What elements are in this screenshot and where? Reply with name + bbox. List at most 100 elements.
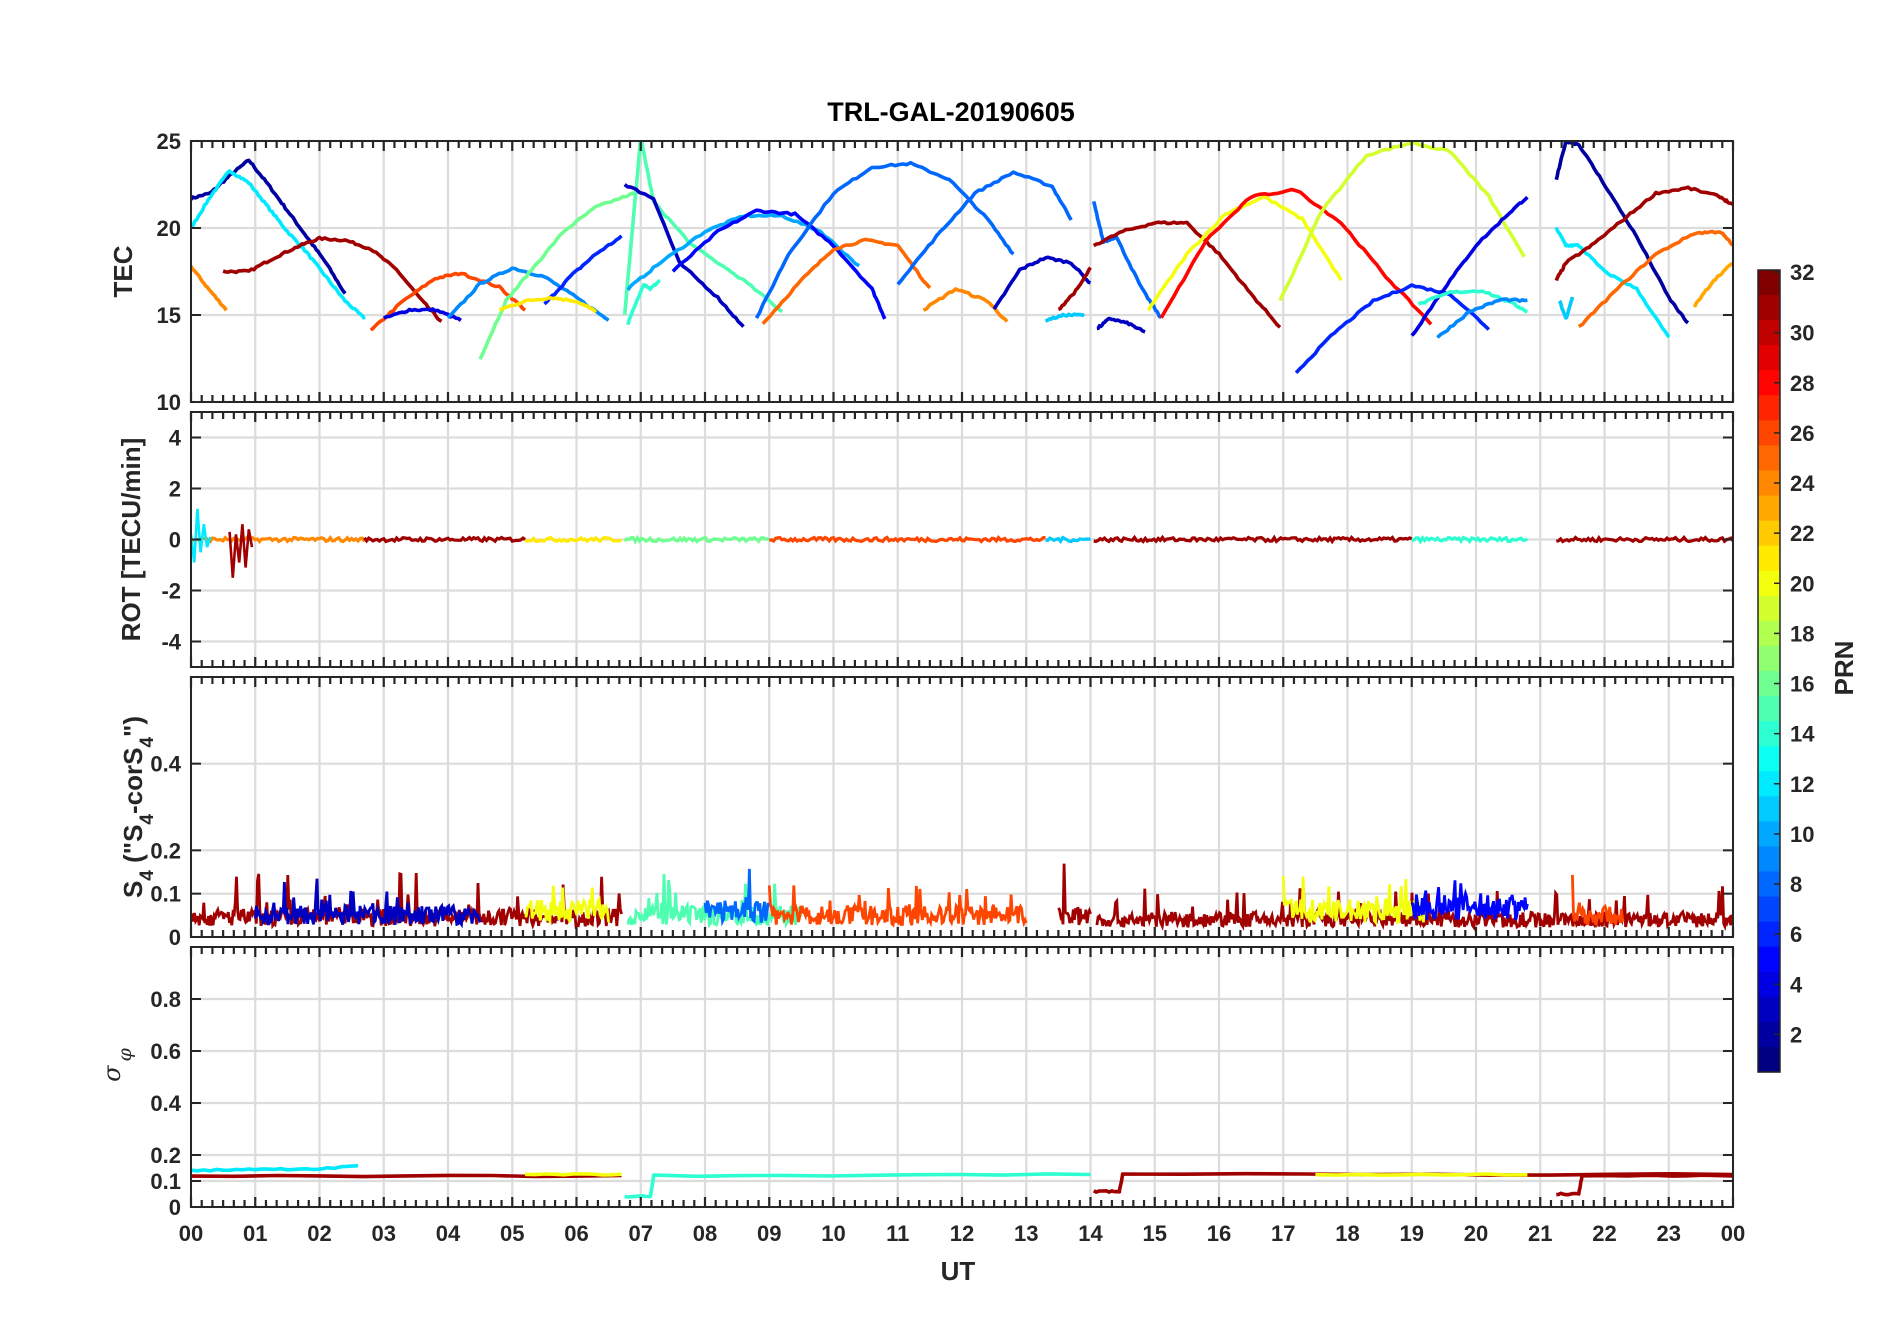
x-tick-label: 00: [179, 1221, 203, 1246]
colorbar-cell: [1758, 696, 1780, 722]
series-line-prn-28: [1159, 187, 1433, 326]
series-line-prn-6: [543, 234, 623, 306]
colorbar-cell: [1758, 595, 1780, 622]
colorbar-tick-label: 8: [1790, 872, 1802, 897]
rot-ticks: [189, 412, 1735, 667]
panel-s4: 00.10.20.4S4 ("S4-corS4"): [118, 676, 1735, 950]
x-tick-label: 00: [1721, 1221, 1745, 1246]
colorbar-tick-label: 20: [1790, 571, 1814, 596]
s4-label-part: ("S: [118, 825, 148, 871]
sigma_phi-ticks: [189, 947, 1735, 1208]
x-tick-label: 19: [1400, 1221, 1424, 1246]
series-line-prn-6: [1294, 283, 1491, 375]
x-tick-label: 06: [564, 1221, 588, 1246]
colorbar-cell: [1758, 395, 1780, 421]
x-tick-label: 21: [1528, 1221, 1552, 1246]
sigma_phi-y-tick-label: 0.2: [150, 1143, 181, 1168]
x-tick-label: 12: [950, 1221, 974, 1246]
series-line-prn-12: [191, 1163, 359, 1173]
series-line-prn-16: [478, 191, 635, 361]
rot-y-tick-label: 0: [169, 528, 181, 553]
colorbar-cell: [1758, 420, 1780, 447]
x-tick-label: 14: [1078, 1221, 1103, 1246]
s4-noise-prn-31: [1057, 863, 1092, 926]
x-tick-label: 11: [886, 1221, 909, 1246]
colorbar-cell: [1758, 746, 1780, 772]
rot-segment-prn-31: [1093, 534, 1413, 545]
panel-tec: 10 15 20 25 TEC: [108, 129, 1735, 415]
series-line-prn-26: [369, 271, 527, 332]
s4-label-part: 4: [137, 814, 158, 825]
x-tick-label: 02: [307, 1221, 331, 1246]
s4-label-part: "): [118, 716, 148, 737]
colorbar-cell: [1758, 570, 1780, 597]
tec-y-tick-label: 25: [157, 129, 181, 154]
s4-noise-prn-3: [253, 878, 482, 929]
colorbar-tick-label: 14: [1790, 722, 1815, 747]
sigma_phi-y-tick-label: 0.6: [150, 1039, 181, 1064]
phi-symbol: φ: [114, 1047, 136, 1061]
series-line-prn-14: [624, 1172, 1091, 1199]
series-line-prn-4: [382, 307, 462, 322]
series-line-prn-2: [1554, 141, 1690, 325]
sigma_phi-y-tick-label: 0: [169, 1195, 181, 1220]
colorbar-cell: [1758, 295, 1780, 321]
rot-y-tick-label: 2: [169, 477, 181, 502]
colorbar-tick-label: 2: [1790, 1022, 1802, 1047]
series-line-prn-31: [1556, 1173, 1733, 1197]
rot-y-tick-label: 4: [169, 426, 182, 451]
series-line-prn-4: [1410, 195, 1529, 337]
rot-spike-prn-31: [228, 524, 254, 578]
series-line-prn-23: [1692, 261, 1733, 308]
colorbar-cell: [1758, 645, 1780, 672]
colorbar-cell: [1758, 796, 1780, 822]
series-line-prn-14: [1417, 289, 1529, 314]
series-line-prn-3: [992, 255, 1091, 311]
colorbar-tick-label: 22: [1790, 521, 1814, 546]
colorbar-tick-label: 30: [1790, 321, 1814, 346]
s4-noise-prn-26: [767, 885, 1028, 928]
x-tick-label: 09: [757, 1221, 781, 1246]
colorbar-tick-label: 4: [1790, 972, 1803, 997]
series-line-prn-25: [761, 237, 932, 325]
colorbar-cell: [1758, 671, 1780, 697]
colorbar-cell: [1758, 971, 1780, 998]
colorbar-cell: [1758, 370, 1780, 396]
colorbar-cell: [1758, 946, 1780, 973]
series-line-prn-24: [191, 265, 228, 312]
colorbar-cell: [1758, 996, 1780, 1023]
colorbar-tick-label: 18: [1790, 621, 1814, 646]
series-line-prn-20: [1315, 1172, 1528, 1177]
x-tick-label: 18: [1335, 1221, 1359, 1246]
s4-grid: [189, 677, 1735, 939]
rot-segment-prn-14: [1411, 534, 1529, 545]
colorbar-cell: [1758, 620, 1780, 647]
series-line-prn-14: [626, 278, 661, 326]
rot-segment-prn-31: [1556, 534, 1733, 544]
colorbar-cell: [1758, 445, 1780, 472]
rot-segment-prn-24: [191, 535, 366, 544]
colorbar-cell: [1758, 345, 1780, 371]
s4-ticks: [189, 677, 1735, 938]
tec-y-label: TEC: [108, 245, 138, 297]
panel-rot: -4 -2 0 2 4 ROT [TECU/min]: [116, 411, 1735, 668]
sigma-phi-y-label: σφ: [98, 1047, 136, 1081]
s4-noise-prn-8: [703, 868, 771, 927]
rot-y-label: ROT [TECU/min]: [116, 438, 146, 642]
tec-ticks: [189, 140, 1735, 403]
colorbar-frame: [1757, 269, 1781, 1073]
colorbar-cell: [1758, 470, 1780, 497]
x-tick-label: 13: [1014, 1221, 1038, 1246]
s4-y-tick-label: 0.4: [150, 752, 181, 777]
s4-label-part: -corS: [118, 748, 148, 814]
series-line-prn-25: [1577, 229, 1733, 329]
series-line-prn-31: [1554, 185, 1733, 282]
series-line-prn-12: [191, 169, 367, 321]
x-tick-label: 20: [1464, 1221, 1488, 1246]
x-tick-label: 16: [1207, 1221, 1231, 1246]
colorbar-tick-label: 32: [1790, 260, 1814, 285]
colorbar-tick-label: 26: [1790, 421, 1814, 446]
colorbar-tick-label: 12: [1790, 772, 1814, 797]
